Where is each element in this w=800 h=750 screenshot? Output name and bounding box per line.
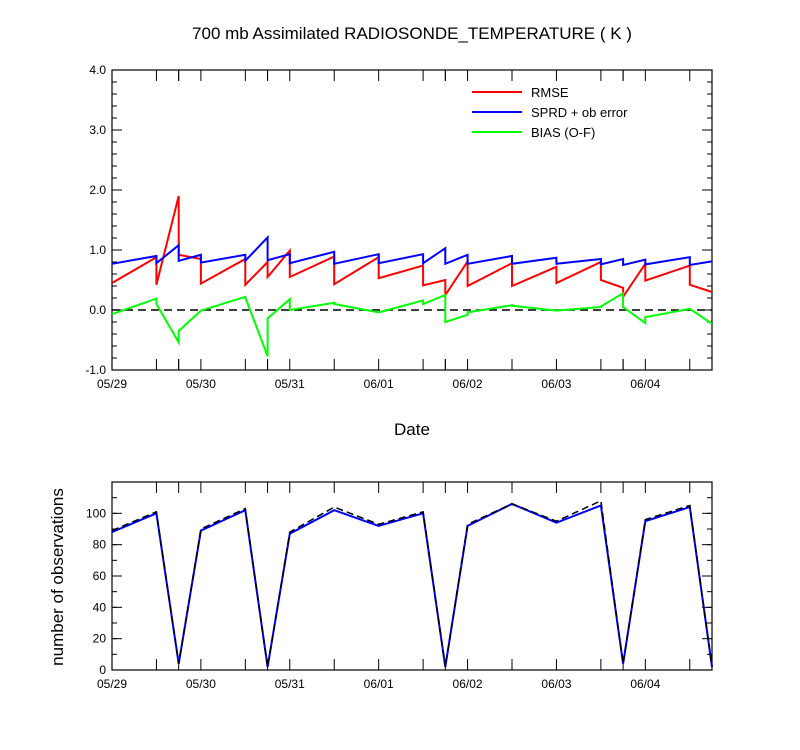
bottom-y-tick-label: 0 [99,663,106,677]
top-x-tick-label: 05/30 [186,377,216,391]
top-y-tick-label: 3.0 [89,123,106,137]
top-y-tick-label: -1.0 [85,363,106,377]
bottom-plot-frame [111,481,713,671]
top-x-tick-label: 05/29 [97,377,127,391]
bottom-series-line-series-0 [111,502,713,668]
bottom-x-tick-label: 05/31 [275,677,305,691]
bottom-y-tick-label: 40 [93,600,107,614]
top-series-line-bias-o-f [111,291,713,357]
top-x-tick-label: 06/04 [630,377,660,391]
bottom-x-tick-label: 06/03 [541,677,571,691]
bottom-y-tick-label: 20 [93,632,107,646]
legend-label: RMSE [531,85,569,100]
top-y-tick-label: 1.0 [89,243,106,257]
bottom-y-tick-label: 100 [86,506,106,520]
top-plot-frame [111,69,713,371]
top-y-tick-label: 2.0 [89,183,106,197]
top-x-tick-label: 06/02 [453,377,483,391]
top-y-tick-label: 4.0 [89,63,106,77]
top-series-line-sprd-ob-error [111,234,713,267]
top-x-tick-label: 05/31 [275,377,305,391]
bottom-x-tick-label: 05/29 [97,677,127,691]
top-x-tick-label: 06/01 [364,377,394,391]
chart-title: 700 mb Assimilated RADIOSONDE_TEMPERATUR… [192,24,632,43]
bottom-y-tick-label: 60 [93,569,107,583]
legend: RMSE SPRD + ob error BIAS (O-F) [472,85,628,140]
legend-label: SPRD + ob error [531,105,628,120]
bottom-x-tick-label: 06/01 [364,677,394,691]
bottom-x-tick-label: 06/02 [453,677,483,691]
bottom-x-tick-label: 05/30 [186,677,216,691]
bottom-panel: 05/29 05/30 05/31 06/01 06/02 06/03 06/04 0 20 40… [86,481,713,691]
top-x-axis-label: Date [394,420,430,439]
top-x-tick-label: 06/03 [541,377,571,391]
top-panel: 05/29 05/30 05/31 06/01 06/02 06/03 06/04 -1.0 0… [85,63,713,391]
legend-label: BIAS (O-F) [531,125,595,140]
bottom-y-tick-label: 80 [93,538,107,552]
bottom-series-line-series-1 [111,499,713,668]
bottom-y-axis-label: number of observations [48,488,67,666]
top-y-tick-label: 0.0 [89,303,106,317]
top-series-line-rmse [111,195,713,301]
bottom-x-tick-label: 06/04 [630,677,660,691]
